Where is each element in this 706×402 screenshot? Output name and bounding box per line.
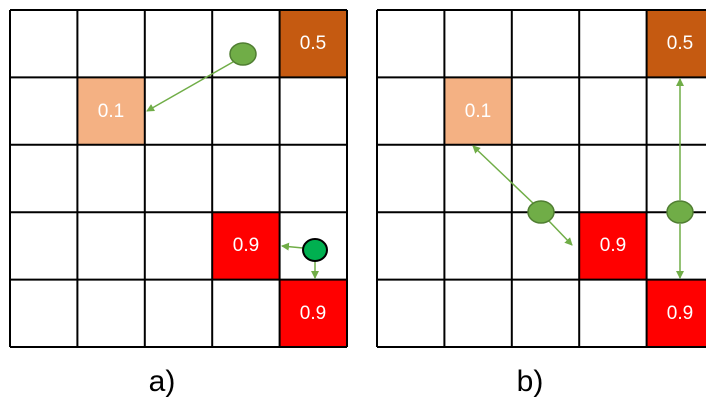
cell bbox=[280, 280, 347, 347]
cell-label: 0.9 bbox=[300, 303, 326, 324]
cell-label: 0.5 bbox=[300, 33, 326, 54]
cell-label: 0.9 bbox=[667, 303, 693, 324]
agent bbox=[527, 200, 555, 224]
cell-label: 0.5 bbox=[667, 33, 693, 54]
arrows bbox=[146, 57, 684, 279]
cell bbox=[77, 77, 145, 145]
agent bbox=[229, 42, 257, 66]
cell bbox=[647, 280, 706, 347]
cell-label: 0.1 bbox=[465, 101, 491, 122]
cell bbox=[445, 77, 512, 145]
cell bbox=[280, 10, 347, 77]
cell bbox=[212, 212, 280, 280]
cell bbox=[647, 10, 706, 77]
cell-label: 0.9 bbox=[600, 235, 626, 256]
cell-label: 0.9 bbox=[233, 235, 259, 256]
grid bbox=[9, 9, 706, 348]
agent bbox=[666, 200, 694, 224]
agent bbox=[302, 238, 328, 262]
caption: a) bbox=[149, 365, 176, 398]
caption: b) bbox=[517, 365, 544, 398]
cell bbox=[580, 212, 647, 280]
cell-label: 0.1 bbox=[98, 101, 124, 122]
